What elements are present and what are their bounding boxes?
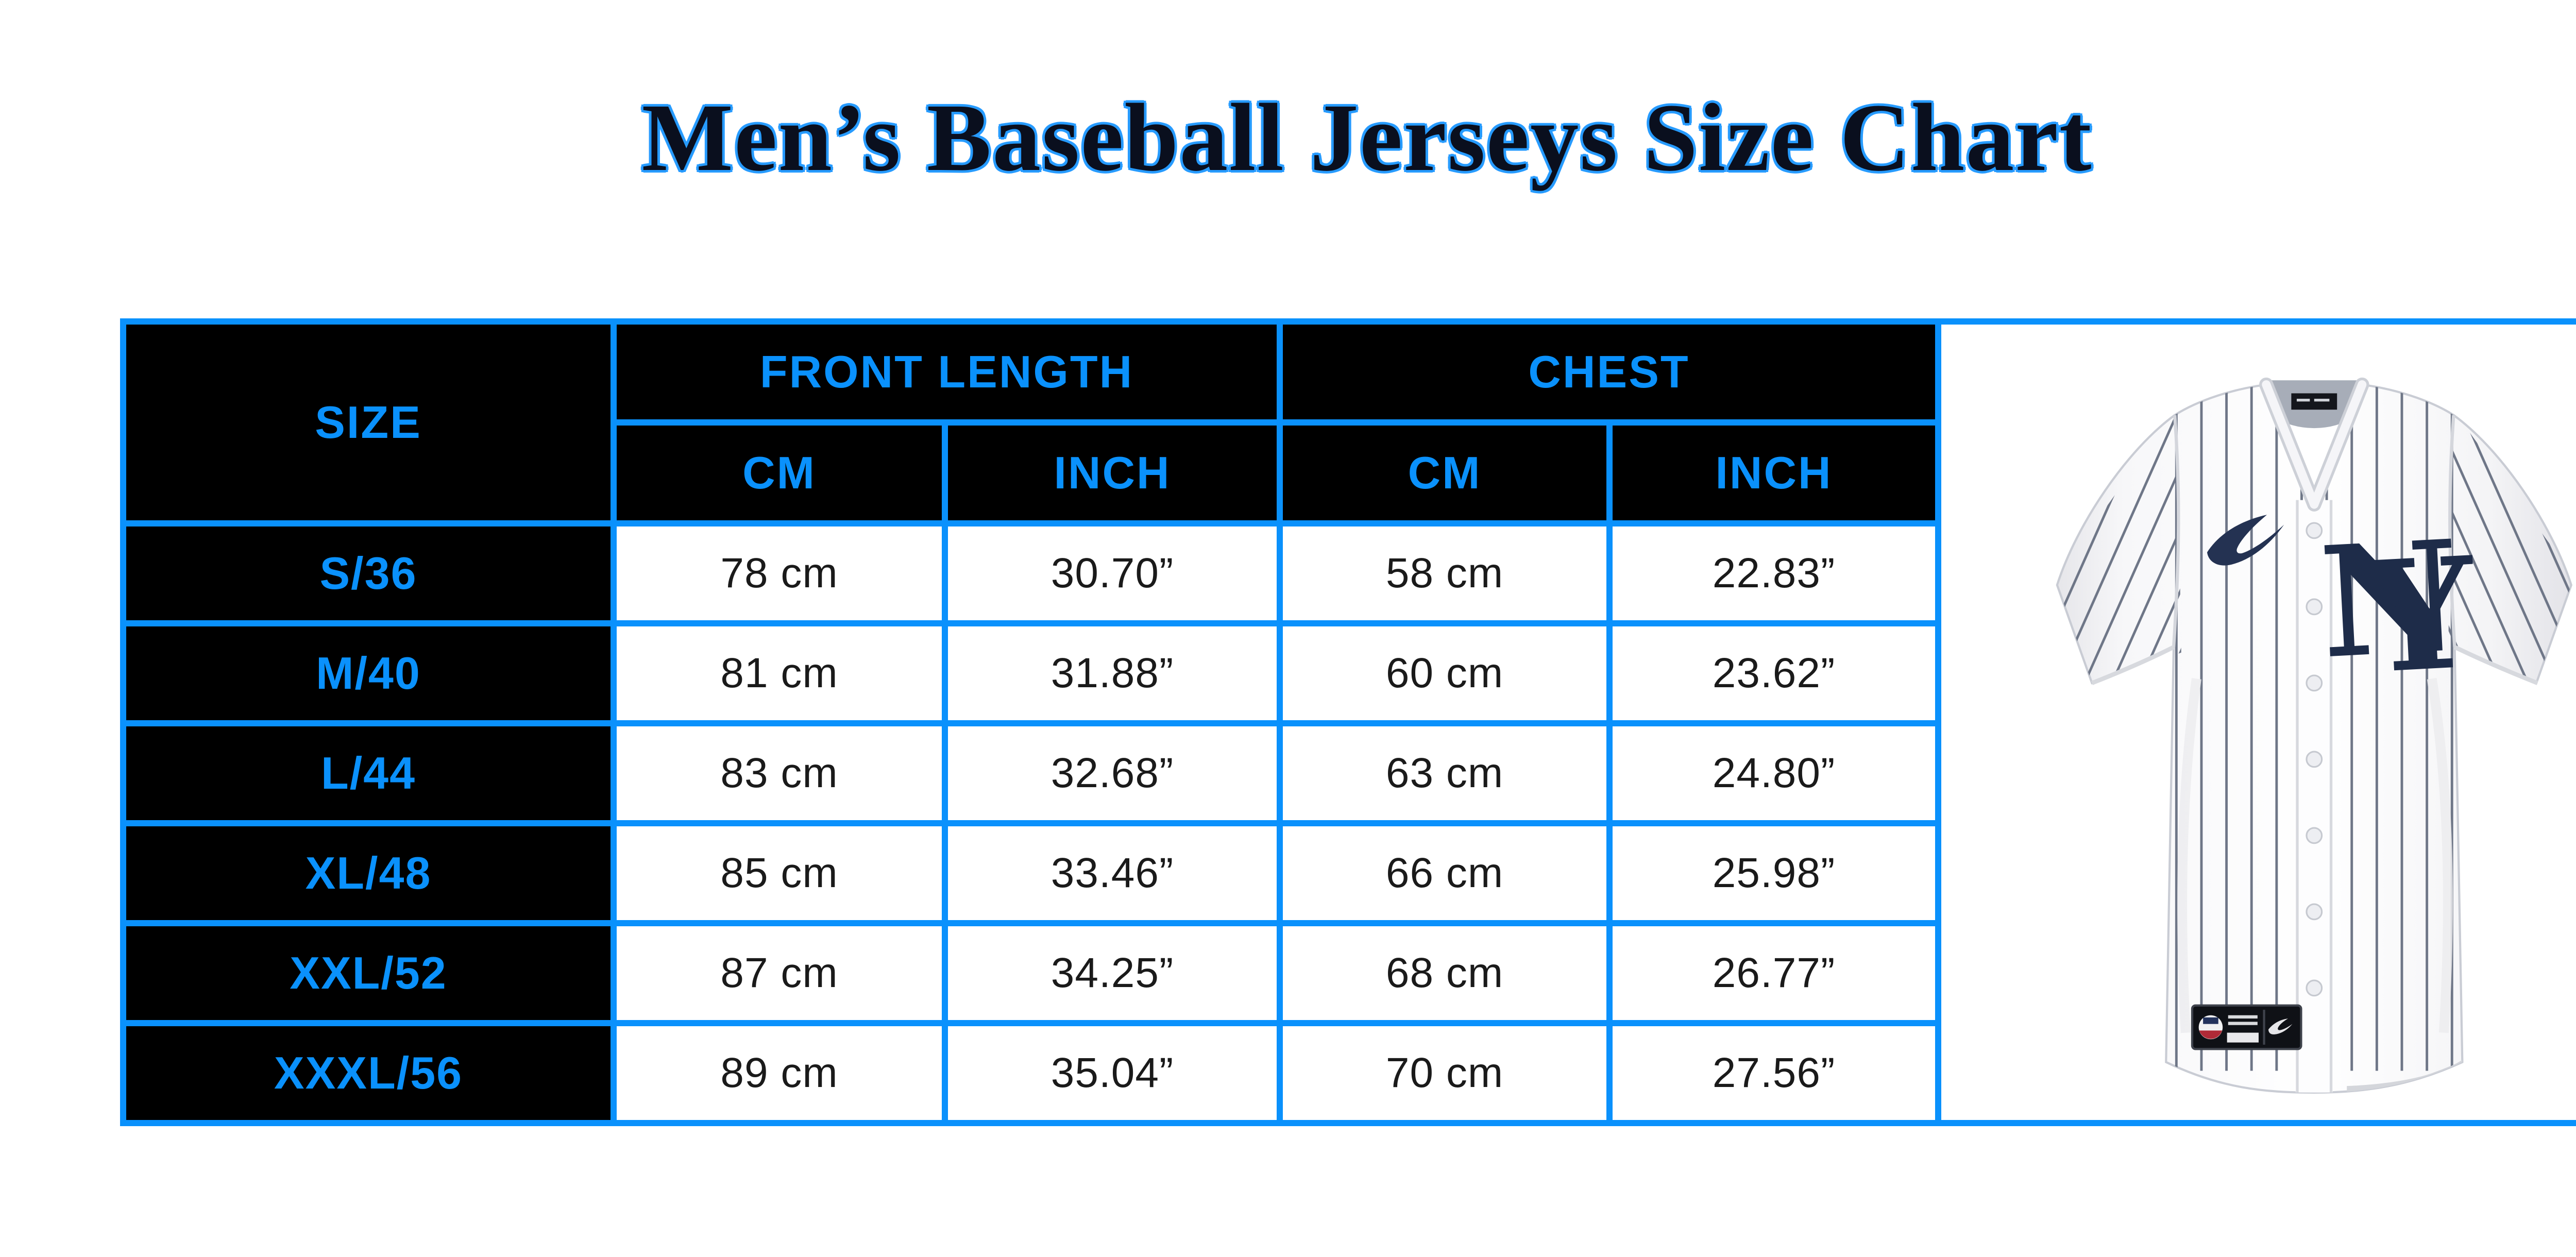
size-chart-table: SIZE FRONT LENGTH CHEST: [120, 318, 2576, 1126]
svg-text:Y: Y: [2358, 523, 2482, 708]
front-length-inch-cell: 32.68”: [941, 720, 1283, 826]
table-row: XXL/52 87 cm 34.25” 68 cm 26.77”: [120, 920, 2576, 1026]
header-chest: CHEST: [1277, 318, 1942, 426]
subheader-front-cm: CM: [611, 419, 948, 526]
chest-inch-cell: 27.56”: [1606, 1020, 1942, 1126]
front-length-cm-cell: 89 cm: [611, 1020, 948, 1126]
jersey-buttons: [2306, 522, 2323, 997]
front-length-cm-cell: 78 cm: [611, 520, 948, 626]
size-cell: XXL/52: [120, 920, 617, 1026]
subheader-chest-cm: CM: [1277, 419, 1613, 526]
table-row: XXXL/56 89 cm 35.04” 70 cm 27.56”: [120, 1020, 2576, 1126]
ny-monogram-logo: N Y: [2316, 506, 2482, 708]
button-placket: [2295, 500, 2333, 1093]
size-chart-panel: SIZE FRONT LENGTH CHEST: [120, 318, 2576, 1126]
front-length-inch-cell: 33.46”: [941, 820, 1283, 926]
nike-swoosh-icon: [2207, 515, 2284, 566]
table-row: L/44 83 cm 32.68” 63 cm 24.80”: [120, 720, 2576, 826]
chest-cm-cell: 60 cm: [1277, 620, 1613, 726]
subheader-front-inch: INCH: [941, 419, 1283, 526]
table-row: M/40 81 cm 31.88” 60 cm 23.62”: [120, 620, 2576, 726]
size-cell: XXXL/56: [120, 1020, 617, 1126]
size-cell: XL/48: [120, 820, 617, 926]
chest-inch-cell: 22.83”: [1606, 520, 1942, 626]
front-length-cm-cell: 85 cm: [611, 820, 948, 926]
chest-cm-cell: 66 cm: [1277, 820, 1613, 926]
chest-inch-cell: 24.80”: [1606, 720, 1942, 826]
front-length-inch-cell: 30.70”: [941, 520, 1283, 626]
table-row: XL/48 85 cm 33.46” 66 cm 25.98”: [120, 820, 2576, 926]
collar-interior: [2262, 380, 2367, 429]
chest-cm-cell: 70 cm: [1277, 1020, 1613, 1126]
chest-inch-cell: 25.98”: [1606, 820, 1942, 926]
chest-cm-cell: 58 cm: [1277, 520, 1613, 626]
mlb-jock-tag: [2191, 1004, 2302, 1050]
chest-cm-cell: 63 cm: [1277, 720, 1613, 826]
collar-size-tag: [2291, 393, 2337, 410]
front-length-inch-cell: 35.04”: [941, 1020, 1283, 1126]
collar-band: [2259, 377, 2369, 512]
table-row: S/36 78 cm 30.70” 58 cm 22.83”: [120, 520, 2576, 626]
front-length-inch-cell: 31.88”: [941, 620, 1283, 726]
header-row-groups: SIZE FRONT LENGTH CHEST: [120, 318, 2576, 1126]
chest-inch-cell: 26.77”: [1606, 920, 1942, 1026]
chest-cm-cell: 68 cm: [1277, 920, 1613, 1026]
front-length-cm-cell: 81 cm: [611, 620, 948, 726]
jersey-photo: N Y: [2056, 377, 2573, 1094]
front-length-inch-cell: 34.25”: [941, 920, 1283, 1026]
front-length-cm-cell: 87 cm: [611, 920, 948, 1026]
subheader-chest-inch: INCH: [1606, 419, 1942, 526]
size-cell: S/36: [120, 520, 617, 626]
size-cell: M/40: [120, 620, 617, 726]
front-length-cm-cell: 83 cm: [611, 720, 948, 826]
header-size: SIZE: [120, 318, 617, 526]
size-cell: L/44: [120, 720, 617, 826]
page-title: Men’s Baseball Jerseys Size Chart: [641, 83, 2093, 191]
svg-text:N: N: [2316, 506, 2465, 693]
header-row-units: CM INCH CM INCH: [123, 419, 2576, 526]
jersey-image-panel: N Y: [1935, 318, 2576, 1126]
header-front-length: FRONT LENGTH: [610, 318, 1283, 426]
chest-inch-cell: 23.62”: [1606, 620, 1942, 726]
